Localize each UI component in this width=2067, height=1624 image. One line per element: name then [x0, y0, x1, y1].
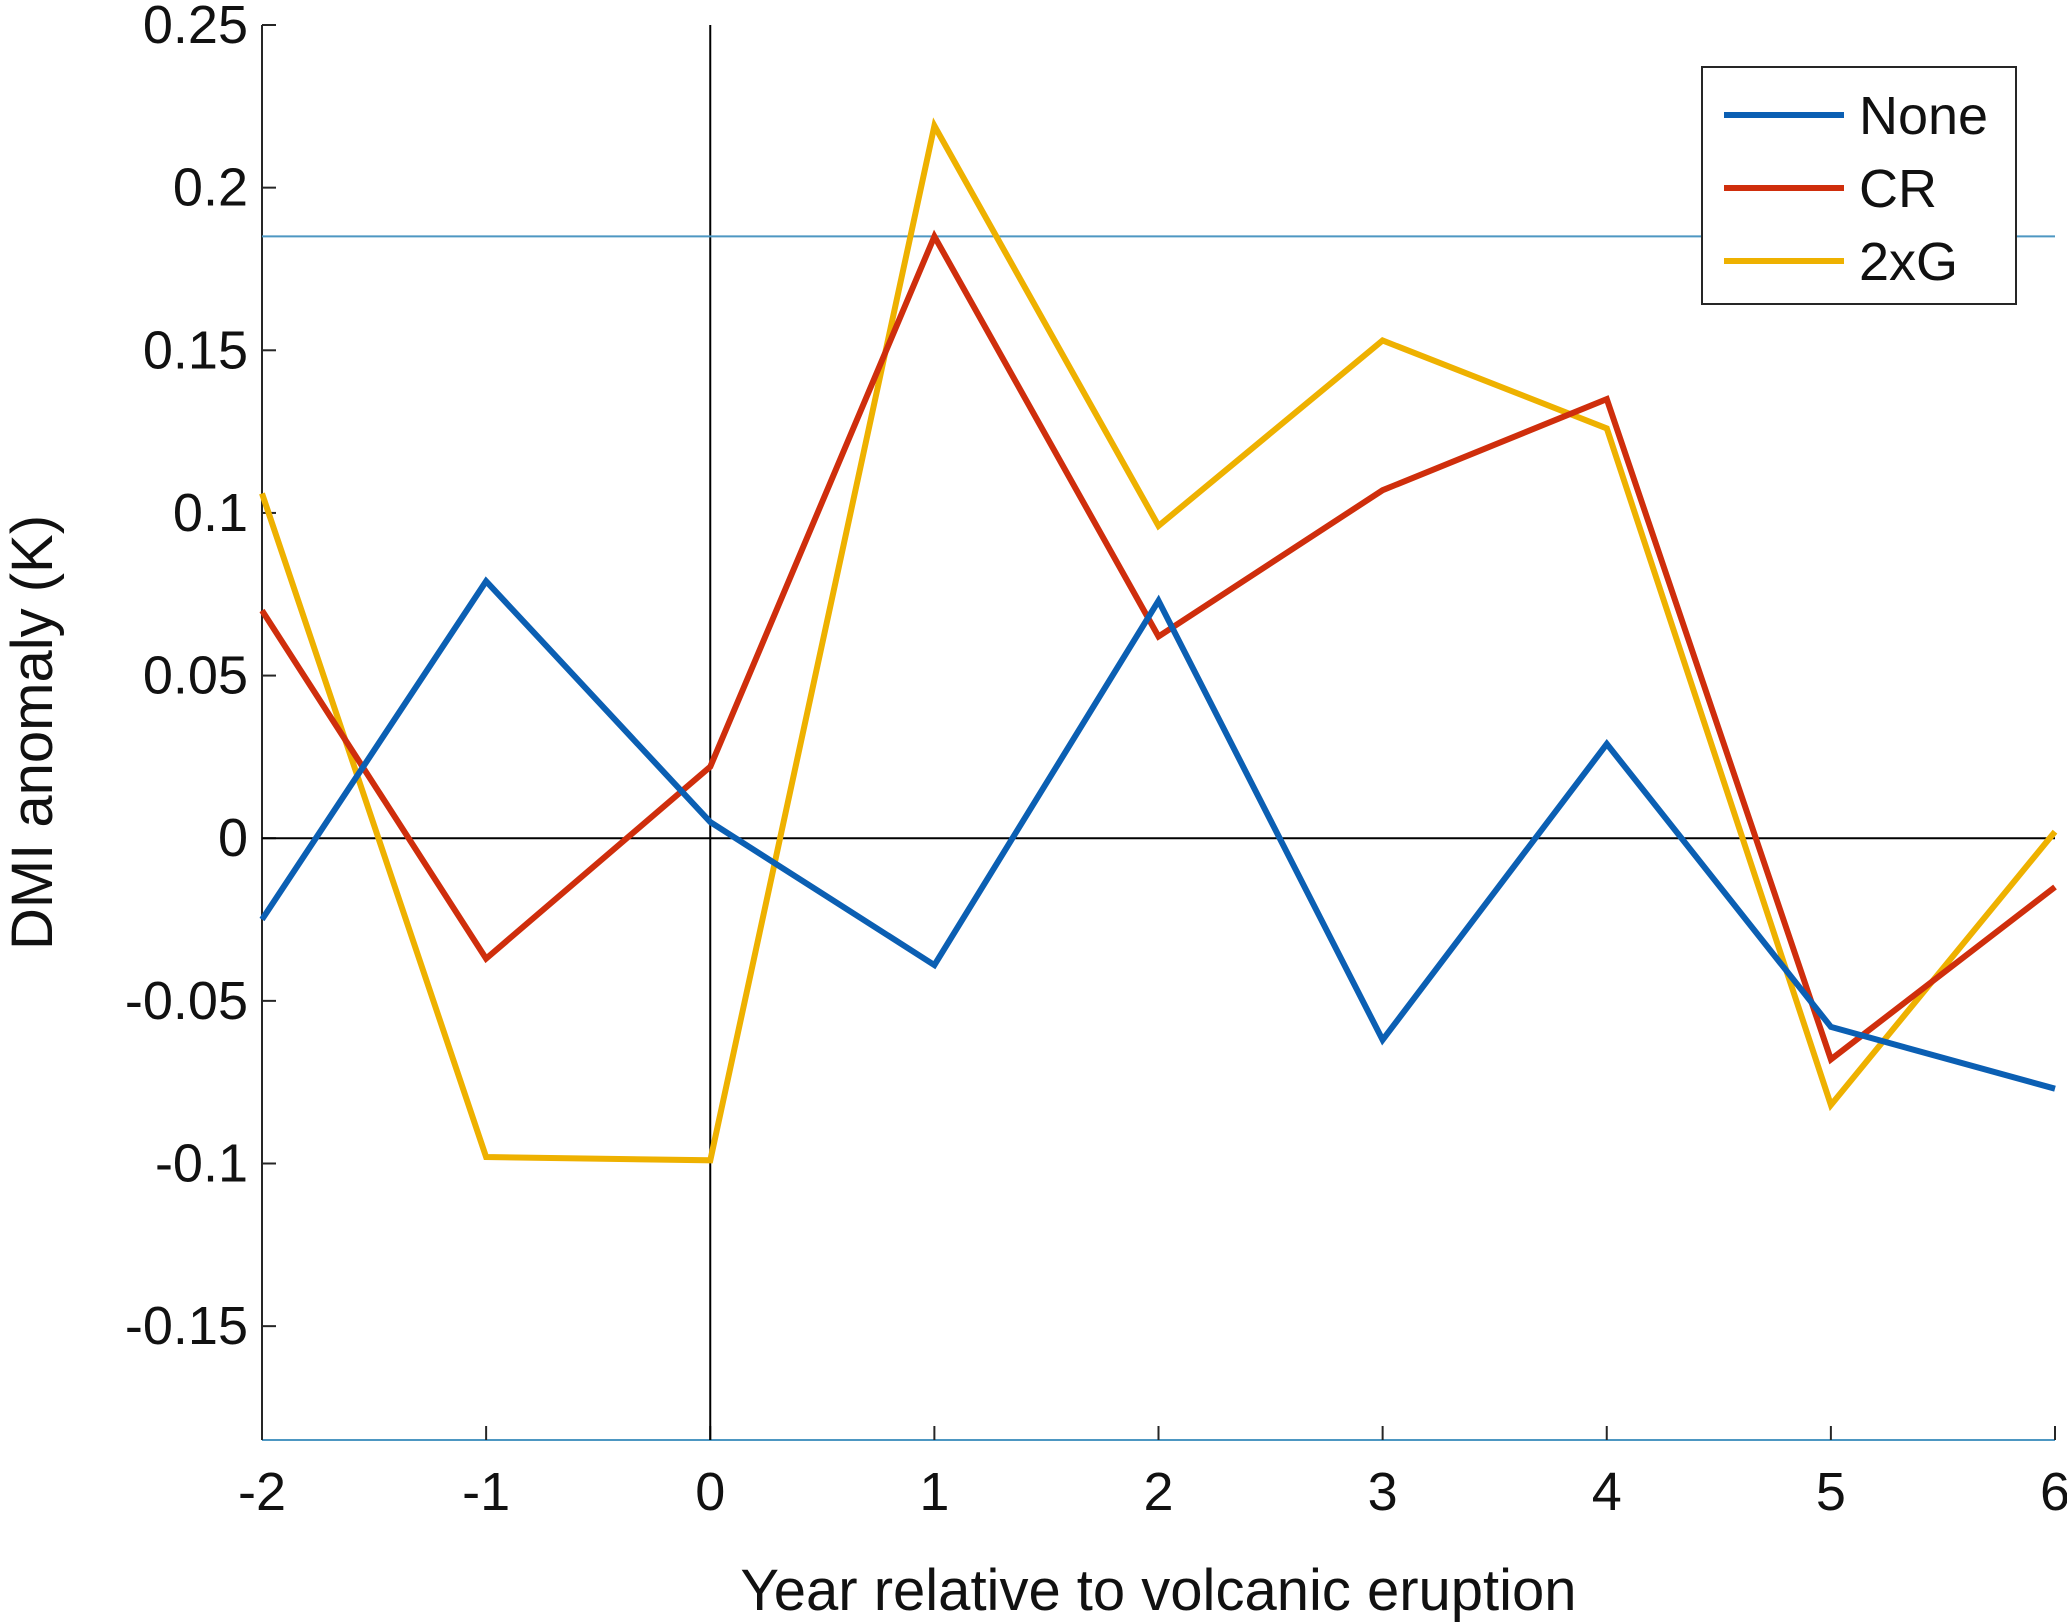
x-tick-label: 2 — [1143, 1462, 1173, 1522]
x-tick-label: 4 — [1592, 1462, 1622, 1522]
y-tick-label: 0 — [218, 808, 248, 868]
y-tick-label: 0.15 — [143, 320, 248, 380]
y-tick-label: 0.05 — [143, 646, 248, 706]
legend-label-cr: CR — [1859, 159, 1937, 219]
x-tick-label: 5 — [1816, 1462, 1846, 1522]
x-axis-title: Year relative to volcanic eruption — [740, 1558, 1576, 1623]
y-tick-label: 0.25 — [143, 0, 248, 55]
x-tick-label: 1 — [919, 1462, 949, 1522]
x-tick-label: 3 — [1368, 1462, 1398, 1522]
series-line-none — [259, 576, 2056, 1092]
x-tick-label: 0 — [695, 1462, 725, 1522]
legend-label-none: None — [1859, 86, 1988, 146]
x-tick-label: 6 — [2040, 1462, 2067, 1522]
y-tick-label: -0.05 — [125, 971, 248, 1031]
series-line-cr — [259, 229, 2057, 1065]
y-tick-label: -0.1 — [155, 1134, 248, 1194]
x-tick-label: -1 — [462, 1462, 510, 1522]
x-tick-label: -2 — [238, 1462, 286, 1522]
y-axis-title: DMI anomaly (K) — [0, 515, 65, 950]
legend: None CR 2xG — [1701, 66, 2017, 305]
y-tick-label: 0.2 — [173, 158, 248, 218]
series-line-2xg — [259, 117, 2058, 1164]
series-lines — [259, 117, 2058, 1164]
legend-label-2xg: 2xG — [1859, 232, 1958, 292]
y-tick-label: 0.1 — [173, 483, 248, 543]
y-tick-label: -0.15 — [125, 1296, 248, 1356]
